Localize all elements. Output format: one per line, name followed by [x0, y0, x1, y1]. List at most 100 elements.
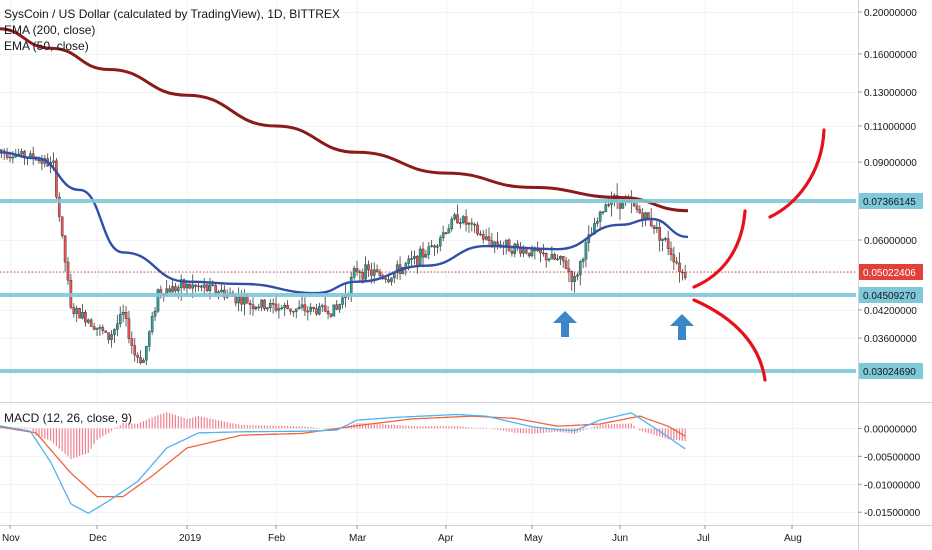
level-price-badge: [859, 193, 923, 209]
candle: [413, 250, 416, 265]
candle: [289, 308, 292, 315]
candle: [326, 306, 330, 320]
macd-legend: MACD (12, 26, close, 9): [4, 410, 132, 426]
candle-body: [496, 241, 499, 245]
candle-body: [266, 307, 269, 310]
support-resistance-levels: [0, 199, 856, 373]
candle-body: [683, 272, 687, 278]
candle: [424, 249, 428, 259]
candle: [567, 259, 571, 283]
candle: [601, 210, 605, 216]
candle: [544, 252, 548, 268]
projection-curve-down: [692, 298, 767, 382]
candle-body: [263, 299, 266, 310]
candle-body: [254, 306, 258, 310]
candle-body: [303, 304, 307, 312]
candle: [464, 209, 468, 232]
candle: [456, 204, 459, 224]
ema200-label[interactable]: EMA (200, close): [4, 23, 96, 37]
macd-line: [0, 412, 686, 515]
time-tick-label: Aug: [784, 533, 802, 544]
candle: [320, 303, 324, 312]
signal-line: [0, 415, 686, 498]
candle-body: [522, 249, 525, 254]
candle: [237, 287, 240, 312]
candle: [436, 243, 439, 254]
candle: [658, 221, 661, 252]
candle-body: [191, 284, 195, 289]
candle: [104, 330, 108, 333]
candle-body: [561, 255, 565, 262]
candle: [133, 337, 137, 362]
candle-body: [11, 156, 15, 159]
candle: [318, 302, 321, 316]
candle: [516, 240, 519, 251]
candle-body: [436, 245, 439, 248]
time-tick-label: Nov: [2, 533, 20, 544]
candle-body: [355, 268, 359, 272]
macd-label[interactable]: MACD (12, 26, close, 9): [4, 411, 133, 425]
candle: [358, 269, 362, 282]
candle-body: [0, 149, 3, 152]
candle: [661, 238, 664, 252]
candle-body: [156, 289, 160, 312]
candle: [681, 269, 684, 281]
candle: [72, 303, 76, 318]
candle: [101, 324, 105, 335]
axes: 0.20000000 0.16000000 0.13000000 0.11000000…: [2, 8, 923, 544]
candle-body: [139, 357, 142, 364]
candle-body: [283, 304, 286, 309]
candle: [200, 284, 203, 292]
candle-body: [220, 289, 223, 293]
candle-body: [367, 264, 370, 271]
time-tick-label: 2019: [179, 533, 202, 544]
ema50-line: [0, 151, 689, 295]
candle-body: [185, 283, 189, 289]
price-tick-label: 0.06000000: [864, 236, 917, 247]
candle-body: [101, 327, 105, 331]
candle-body: [271, 303, 275, 305]
candle: [248, 299, 252, 315]
candle-body: [72, 307, 76, 314]
ema50-label[interactable]: EMA (50, close): [4, 39, 89, 53]
candle-body: [214, 285, 218, 294]
candle-body: [666, 238, 670, 249]
candle-body: [584, 242, 588, 260]
candle: [378, 268, 382, 278]
time-tick-label: Jun: [612, 533, 628, 544]
candle-body: [312, 307, 315, 309]
candle: [470, 218, 474, 232]
candle: [220, 283, 223, 293]
level-price-badge: [859, 363, 923, 379]
candle-body: [456, 214, 459, 224]
candle-body: [567, 268, 571, 272]
candle-body: [504, 239, 508, 246]
candle-body: [638, 209, 642, 214]
candle-body: [309, 307, 313, 312]
candle: [66, 257, 70, 285]
candle: [127, 310, 131, 344]
candle: [598, 210, 602, 228]
candle: [223, 285, 226, 301]
candle-body: [453, 214, 456, 220]
candle: [433, 244, 436, 256]
candle: [507, 238, 511, 252]
candle: [438, 235, 442, 252]
candle-body: [410, 258, 413, 260]
candle-body: [438, 237, 442, 247]
candle: [367, 260, 370, 277]
macd-tick-label: -0.01000000: [864, 480, 921, 491]
candle: [118, 306, 122, 328]
candle-body: [66, 261, 70, 281]
candle-body: [197, 285, 200, 288]
candle: [20, 148, 23, 156]
macd-tick-label: -0.00500000: [864, 452, 921, 463]
candle-body: [384, 278, 388, 280]
candle-body: [268, 303, 272, 308]
candle-body: [450, 218, 454, 229]
candle-body: [553, 254, 557, 260]
candle: [145, 345, 148, 366]
candle-body: [547, 258, 551, 261]
candle-body: [513, 243, 517, 254]
